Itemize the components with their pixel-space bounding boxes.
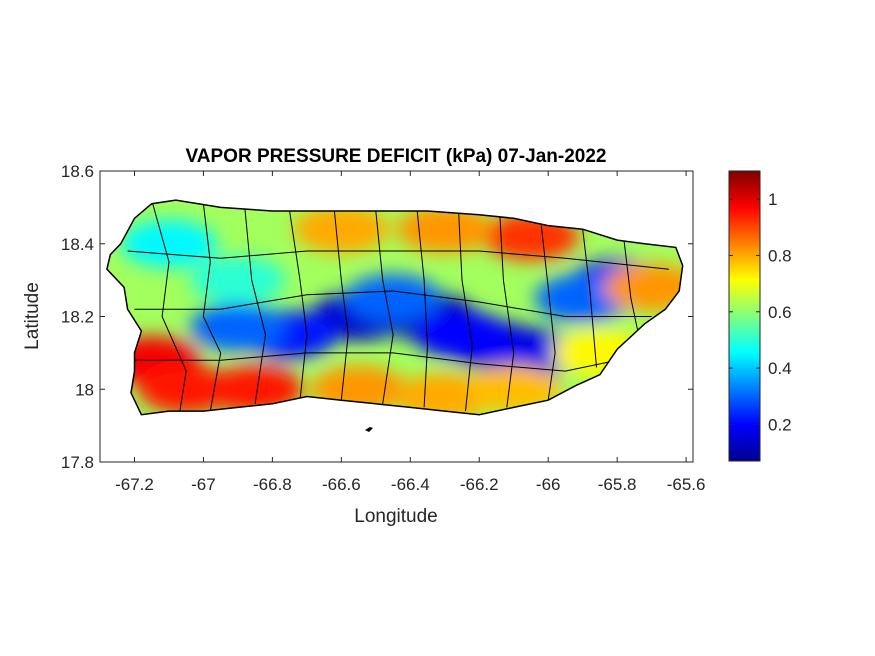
municipality-boundary bbox=[134, 352, 618, 372]
colorbar-tick-label: 0.4 bbox=[768, 359, 792, 378]
puerto-rico-coastline bbox=[106, 199, 684, 416]
municipality-boundary bbox=[458, 210, 473, 412]
colorbar-tick-label: 0.2 bbox=[768, 415, 792, 434]
municipality-boundary bbox=[202, 203, 222, 412]
municipality-boundary bbox=[623, 240, 639, 332]
y-tick-label: 18 bbox=[75, 380, 94, 399]
x-tick-label: -67 bbox=[191, 475, 216, 494]
x-tick-label: -66 bbox=[536, 475, 561, 494]
x-axis-label: Longitude bbox=[354, 506, 437, 527]
municipality-boundary bbox=[375, 210, 394, 404]
vpd-field-patch bbox=[345, 274, 442, 323]
x-tick-label: -66.2 bbox=[460, 475, 499, 494]
y-axis-label: Latitude bbox=[22, 282, 43, 350]
municipality-boundary bbox=[127, 250, 669, 270]
municipality-boundary bbox=[151, 200, 187, 415]
municipality-boundary bbox=[289, 210, 308, 401]
municipality-boundaries bbox=[127, 200, 669, 415]
vpd-field-patch bbox=[293, 205, 390, 254]
caja-de-muertos-island bbox=[365, 427, 373, 432]
colorbar-ticks: 0.2 0.4 0.6 0.8 1 bbox=[729, 190, 792, 434]
municipality-boundary bbox=[582, 229, 597, 368]
x-tick-label: -66.4 bbox=[391, 475, 430, 494]
x-tick-label: -66.6 bbox=[322, 475, 361, 494]
municipality-boundary bbox=[244, 207, 267, 404]
y-tick-label: 18.6 bbox=[61, 162, 94, 181]
x-tick-label: -65.6 bbox=[667, 475, 706, 494]
y-tick-label: 17.8 bbox=[61, 453, 94, 472]
chart-title: VAPOR PRESSURE DEFICIT (kPa) 07-Jan-2022 bbox=[186, 146, 607, 167]
y-axis-ticks: 17.8 18 18.2 18.4 18.6 bbox=[61, 162, 693, 472]
colorbar bbox=[728, 170, 761, 462]
y-tick-label: 18.4 bbox=[61, 235, 94, 254]
colorbar-tick-label: 0.6 bbox=[768, 303, 792, 322]
vpd-field bbox=[106, 200, 683, 415]
x-tick-label: -66.8 bbox=[253, 475, 292, 494]
vpd-field-patch bbox=[414, 310, 511, 359]
municipality-boundary bbox=[416, 210, 429, 408]
x-tick-label: -65.8 bbox=[598, 475, 637, 494]
vpd-field-patch bbox=[465, 365, 562, 414]
municipality-boundary bbox=[499, 214, 515, 408]
y-tick-label: 18.2 bbox=[61, 308, 94, 327]
vpd-field-patch bbox=[207, 365, 304, 414]
x-tick-label: -67.2 bbox=[115, 475, 154, 494]
vpd-field-patch bbox=[396, 205, 493, 254]
colorbar-tick-label: 0.8 bbox=[768, 246, 792, 265]
colorbar-tick-label: 1 bbox=[768, 190, 777, 209]
vpd-field-patch bbox=[189, 256, 286, 305]
municipality-boundary bbox=[333, 210, 349, 401]
municipality-boundary bbox=[134, 290, 652, 317]
x-axis-ticks: -67.2 -67 -66.8 -66.6 -66.4 -66.2 -66 -65.8 -65.… bbox=[115, 171, 705, 494]
vpd-field-patch bbox=[138, 365, 235, 414]
